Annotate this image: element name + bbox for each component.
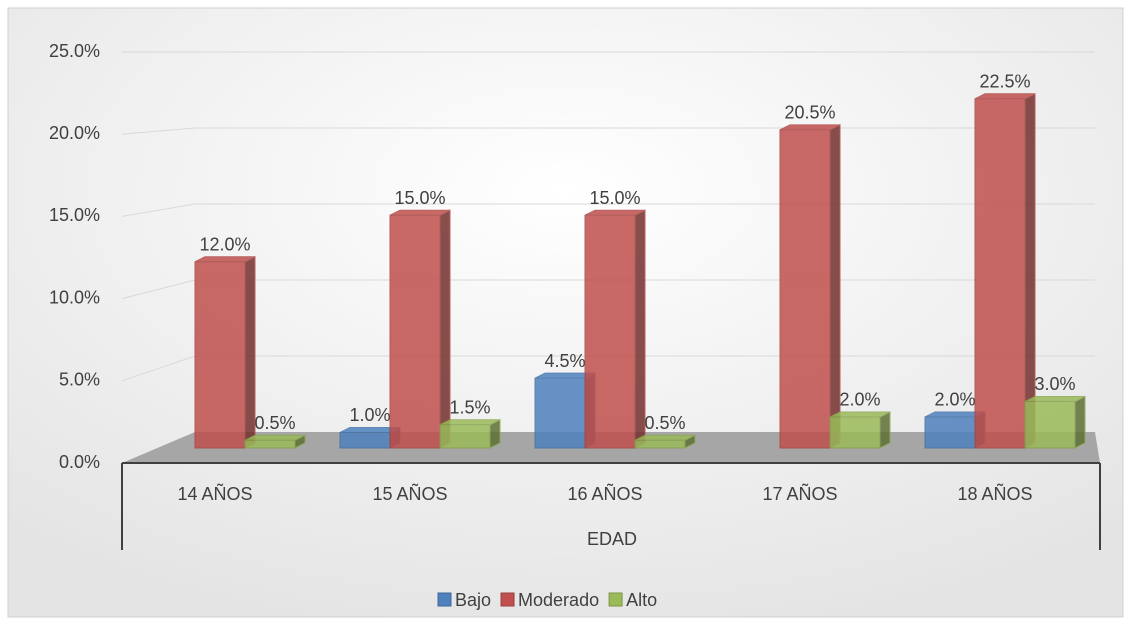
bar-front: [194, 261, 246, 449]
bar: [1024, 395, 1086, 449]
bar: [244, 434, 306, 449]
bar-top: [584, 209, 646, 216]
x-tick-label: 18 AÑOS: [957, 483, 1032, 504]
y-tick-label: 25.0%: [49, 41, 100, 61]
bar-top: [194, 256, 256, 263]
bar-front: [974, 98, 1026, 449]
x-tick-label: 17 AÑOS: [762, 483, 837, 504]
data-label: 1.0%: [349, 405, 390, 425]
bar-front: [584, 214, 636, 449]
legend-label: Moderado: [518, 590, 599, 610]
data-label: 1.5%: [449, 397, 490, 417]
y-tick-label: 20.0%: [49, 123, 100, 143]
bar-top: [439, 419, 501, 426]
bar-top: [244, 434, 306, 441]
bar-front: [634, 439, 686, 449]
bar-top: [634, 434, 696, 441]
bar-top: [974, 93, 1036, 100]
legend-swatch: [608, 592, 623, 607]
bar-side: [879, 411, 891, 449]
x-axis-title: EDAD: [587, 529, 637, 549]
bar-front: [389, 214, 441, 449]
bar: [634, 434, 696, 449]
bar: [829, 411, 891, 449]
legend-label: Alto: [626, 590, 657, 610]
bar-front: [439, 424, 491, 449]
bar-top: [389, 209, 451, 216]
y-tick-label: 10.0%: [49, 287, 100, 307]
legend-swatch: [500, 592, 515, 607]
bar-side: [1074, 395, 1086, 449]
data-label: 20.5%: [784, 103, 835, 123]
bar-top: [779, 124, 841, 131]
bar-front: [829, 416, 881, 449]
y-tick-label: 5.0%: [59, 370, 100, 390]
legend-swatch: [437, 592, 452, 607]
bar: [194, 255, 256, 449]
data-label: 3.0%: [1034, 374, 1075, 394]
legend-label: Bajo: [455, 590, 491, 610]
bar-front: [244, 439, 296, 449]
data-label: 15.0%: [589, 188, 640, 208]
bar: [584, 209, 646, 449]
y-tick-label: 15.0%: [49, 205, 100, 225]
axis-frame: [121, 462, 1101, 550]
x-tick-label: 14 AÑOS: [177, 483, 252, 504]
data-label: 4.5%: [544, 351, 585, 371]
bar-front: [779, 129, 831, 449]
bar-side: [1024, 92, 1036, 449]
y-tick-label: 0.0%: [59, 452, 100, 472]
bar-front: [339, 431, 391, 449]
data-label: 2.0%: [839, 390, 880, 410]
bar-top: [829, 411, 891, 418]
data-label: 0.5%: [644, 413, 685, 433]
data-label: 22.5%: [979, 72, 1030, 92]
bar-front: [534, 377, 586, 449]
data-label: 0.5%: [254, 413, 295, 433]
data-label: 2.0%: [934, 390, 975, 410]
x-tick-label: 15 AÑOS: [372, 483, 447, 504]
data-label: 12.0%: [199, 235, 250, 255]
bar-top: [1024, 395, 1086, 402]
bar: [389, 209, 451, 449]
bar: [439, 418, 501, 449]
bar: [779, 124, 841, 449]
bar-front: [924, 416, 976, 449]
x-tick-label: 16 AÑOS: [567, 483, 642, 504]
bar-front: [1024, 400, 1076, 449]
data-label: 15.0%: [394, 188, 445, 208]
bar: [974, 92, 1036, 449]
chart-background: [7, 7, 1124, 618]
